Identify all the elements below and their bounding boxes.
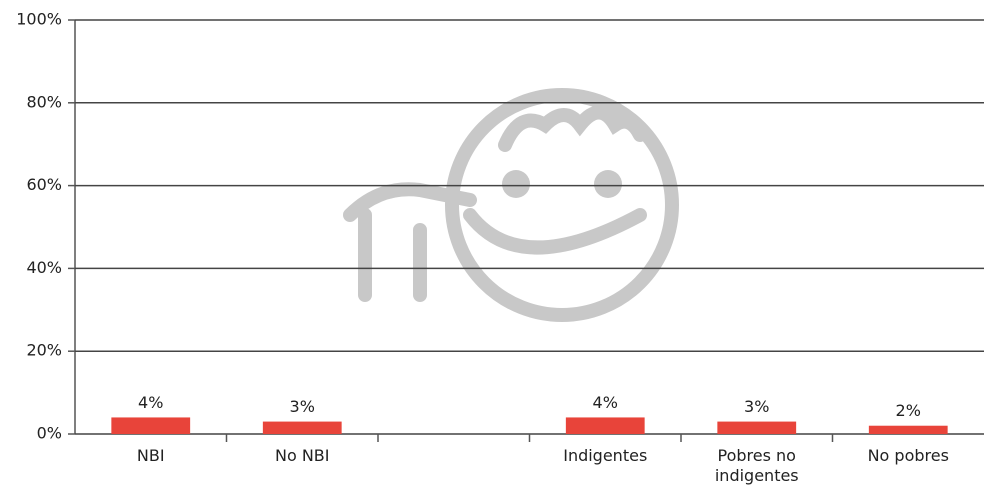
y-tick-label: 0%	[37, 424, 62, 443]
y-tick-label: 40%	[26, 258, 62, 277]
bar	[111, 417, 190, 434]
watermark-eye	[502, 170, 530, 198]
bar	[869, 426, 948, 434]
y-tick-label: 80%	[26, 92, 62, 111]
chart: 0% 20% 40% 60% 80% 100% 4% 3% 4% 3% 2%	[0, 0, 984, 491]
value-label: 3%	[744, 397, 769, 416]
watermark	[350, 95, 672, 315]
x-tick-label: NBI	[91, 446, 211, 466]
bar	[263, 422, 342, 434]
y-tick-label: 60%	[26, 175, 62, 194]
bar	[717, 422, 796, 434]
page: 0% 20% 40% 60% 80% 100% 4% 3% 4% 3% 2% NBI No NBI In…	[0, 0, 984, 491]
watermark-eye	[594, 170, 622, 198]
value-label: 4%	[593, 393, 618, 412]
value-label: 3%	[290, 397, 315, 416]
x-tick-label: Indigentes	[545, 446, 665, 466]
y-tick-label: 100%	[16, 10, 62, 29]
x-tick-label: Pobres no indigentes	[697, 446, 817, 486]
y-tick-label: 20%	[26, 341, 62, 360]
value-label: 4%	[138, 393, 163, 412]
x-tick-label: No NBI	[242, 446, 362, 466]
x-tick-label: No pobres	[848, 446, 968, 466]
value-label: 2%	[896, 401, 921, 420]
bar	[566, 417, 645, 434]
